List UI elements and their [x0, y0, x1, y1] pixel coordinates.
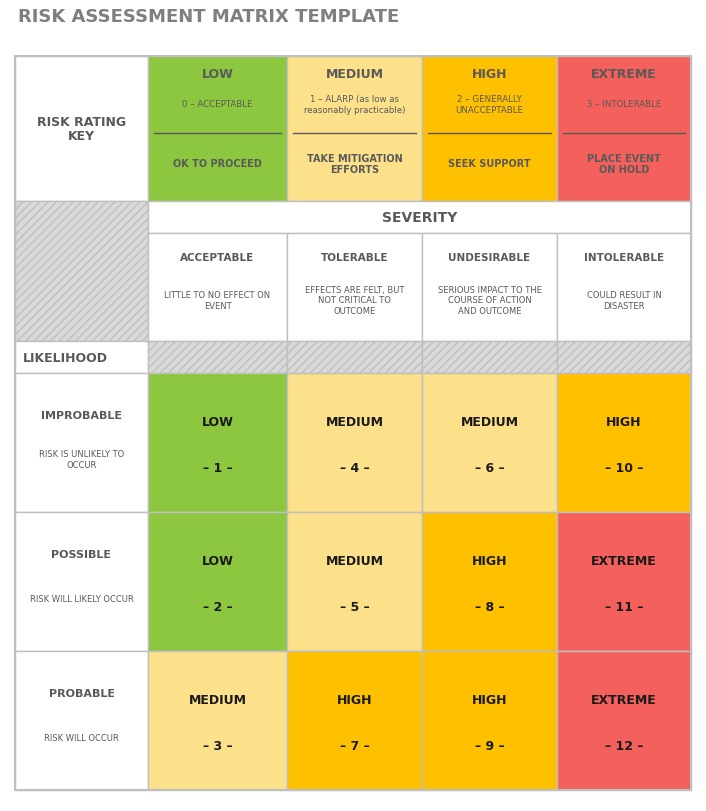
FancyBboxPatch shape: [287, 234, 422, 341]
FancyBboxPatch shape: [422, 57, 557, 202]
FancyBboxPatch shape: [148, 513, 287, 651]
FancyBboxPatch shape: [15, 651, 148, 790]
Text: MEDIUM: MEDIUM: [325, 555, 383, 568]
FancyBboxPatch shape: [422, 651, 557, 790]
Text: – 2 –: – 2 –: [203, 600, 232, 613]
Text: MEDIUM: MEDIUM: [460, 415, 518, 429]
FancyBboxPatch shape: [15, 341, 148, 374]
Text: PROBABLE: PROBABLE: [49, 688, 114, 697]
Text: LITTLE TO NO EFFECT ON
EVENT: LITTLE TO NO EFFECT ON EVENT: [164, 291, 270, 311]
Text: ACCEPTABLE: ACCEPTABLE: [180, 252, 255, 263]
Text: RISK IS UNLIKELY TO
OCCUR: RISK IS UNLIKELY TO OCCUR: [39, 450, 124, 470]
Text: LOW: LOW: [201, 555, 234, 568]
Text: – 10 –: – 10 –: [605, 461, 643, 474]
Text: – 12 –: – 12 –: [605, 739, 643, 752]
FancyBboxPatch shape: [15, 202, 148, 341]
Text: PLACE EVENT
ON HOLD: PLACE EVENT ON HOLD: [587, 153, 661, 175]
Text: TOLERABLE: TOLERABLE: [321, 252, 388, 263]
Text: – 8 –: – 8 –: [474, 600, 504, 613]
Text: SEVERITY: SEVERITY: [382, 211, 457, 225]
Text: – 4 –: – 4 –: [340, 461, 369, 474]
Text: RISK RATING
KEY: RISK RATING KEY: [37, 115, 126, 144]
FancyBboxPatch shape: [287, 513, 422, 651]
FancyBboxPatch shape: [15, 374, 148, 513]
FancyBboxPatch shape: [287, 651, 422, 790]
Text: HIGH: HIGH: [337, 693, 372, 706]
Text: – 6 –: – 6 –: [474, 461, 504, 474]
Text: LOW: LOW: [201, 68, 234, 81]
Text: EXTREME: EXTREME: [591, 693, 657, 706]
FancyBboxPatch shape: [422, 513, 557, 651]
Text: UNDESIRABLE: UNDESIRABLE: [448, 252, 531, 263]
FancyBboxPatch shape: [148, 234, 287, 341]
FancyBboxPatch shape: [422, 374, 557, 513]
FancyBboxPatch shape: [287, 341, 422, 374]
Text: EXTREME: EXTREME: [591, 68, 657, 81]
Text: SEEK SUPPORT: SEEK SUPPORT: [448, 159, 531, 169]
Text: INTOLERABLE: INTOLERABLE: [584, 252, 664, 263]
Text: MEDIUM: MEDIUM: [189, 693, 246, 706]
Text: MEDIUM: MEDIUM: [325, 68, 383, 81]
Text: LOW: LOW: [201, 415, 234, 429]
Text: EFFECTS ARE FELT, BUT
NOT CRITICAL TO
OUTCOME: EFFECTS ARE FELT, BUT NOT CRITICAL TO OU…: [305, 285, 405, 315]
Text: EXTREME: EXTREME: [591, 555, 657, 568]
FancyBboxPatch shape: [148, 202, 691, 234]
Text: – 9 –: – 9 –: [474, 739, 504, 752]
Text: MEDIUM: MEDIUM: [325, 415, 383, 429]
FancyBboxPatch shape: [557, 341, 691, 374]
FancyBboxPatch shape: [557, 57, 691, 202]
Text: HIGH: HIGH: [472, 555, 507, 568]
FancyBboxPatch shape: [287, 57, 422, 202]
FancyBboxPatch shape: [422, 234, 557, 341]
FancyBboxPatch shape: [15, 513, 148, 651]
Text: – 11 –: – 11 –: [605, 600, 643, 613]
FancyBboxPatch shape: [557, 374, 691, 513]
Text: LIKELIHOOD: LIKELIHOOD: [23, 351, 108, 364]
FancyBboxPatch shape: [15, 57, 148, 202]
Text: 0 – ACCEPTABLE: 0 – ACCEPTABLE: [182, 101, 253, 109]
Text: RISK WILL LIKELY OCCUR: RISK WILL LIKELY OCCUR: [30, 594, 133, 603]
Text: SERIOUS IMPACT TO THE
COURSE OF ACTION
AND OUTCOME: SERIOUS IMPACT TO THE COURSE OF ACTION A…: [438, 285, 542, 315]
Text: – 3 –: – 3 –: [203, 739, 232, 752]
Text: HIGH: HIGH: [472, 693, 507, 706]
Text: 3 – INTOLERABLE: 3 – INTOLERABLE: [587, 101, 662, 109]
FancyBboxPatch shape: [148, 651, 287, 790]
FancyBboxPatch shape: [148, 341, 287, 374]
FancyBboxPatch shape: [557, 651, 691, 790]
Text: HIGH: HIGH: [606, 415, 642, 429]
Text: RISK WILL OCCUR: RISK WILL OCCUR: [44, 733, 119, 742]
FancyBboxPatch shape: [422, 341, 557, 374]
Text: IMPROBABLE: IMPROBABLE: [41, 410, 122, 420]
Text: HIGH: HIGH: [472, 68, 507, 81]
Text: – 7 –: – 7 –: [340, 739, 369, 752]
FancyBboxPatch shape: [287, 374, 422, 513]
Text: COULD RESULT IN
DISASTER: COULD RESULT IN DISASTER: [587, 291, 662, 311]
Text: TAKE MITIGATION
EFFORTS: TAKE MITIGATION EFFORTS: [306, 153, 402, 175]
Text: OK TO PROCEED: OK TO PROCEED: [173, 159, 262, 169]
Text: – 5 –: – 5 –: [340, 600, 369, 613]
Text: 2 – GENERALLY
UNACCEPTABLE: 2 – GENERALLY UNACCEPTABLE: [455, 95, 524, 114]
Text: POSSIBLE: POSSIBLE: [52, 549, 112, 559]
FancyBboxPatch shape: [148, 57, 287, 202]
Text: 1 – ALARP (as low as
reasonably practicable): 1 – ALARP (as low as reasonably practica…: [304, 95, 405, 114]
FancyBboxPatch shape: [148, 374, 287, 513]
FancyBboxPatch shape: [557, 513, 691, 651]
Text: – 1 –: – 1 –: [203, 461, 232, 474]
FancyBboxPatch shape: [557, 234, 691, 341]
Text: RISK ASSESSMENT MATRIX TEMPLATE: RISK ASSESSMENT MATRIX TEMPLATE: [18, 8, 400, 26]
